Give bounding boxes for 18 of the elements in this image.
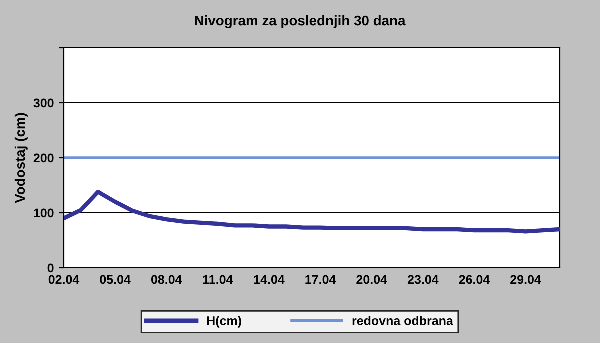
y-axis-title: Vodostaj (cm) [14,113,28,204]
legend-label: H(cm) [207,316,242,328]
x-tick-label: 23.04 [408,275,439,284]
y-tick-label: 100 [34,208,54,218]
y-tick-label: 0 [48,264,54,273]
x-tick-label: 02.04 [48,275,80,284]
x-tick-label: 14.04 [254,275,285,284]
x-tick-label: 11.04 [203,275,234,284]
legend-label: redovna odbrana [352,316,454,326]
x-tick-label: 08.04 [151,275,182,284]
y-tick-label: 200 [34,154,54,163]
chart-title: Nivogram za poslednjih 30 dana [195,15,406,29]
y-tick-label: 300 [34,98,54,108]
x-tick-label: 20.04 [356,275,388,284]
x-tick-label: 26.04 [459,275,490,284]
x-tick-label: 29.04 [510,275,542,284]
x-tick-label: 17.04 [306,275,336,284]
x-tick-label: 05.04 [100,275,131,284]
